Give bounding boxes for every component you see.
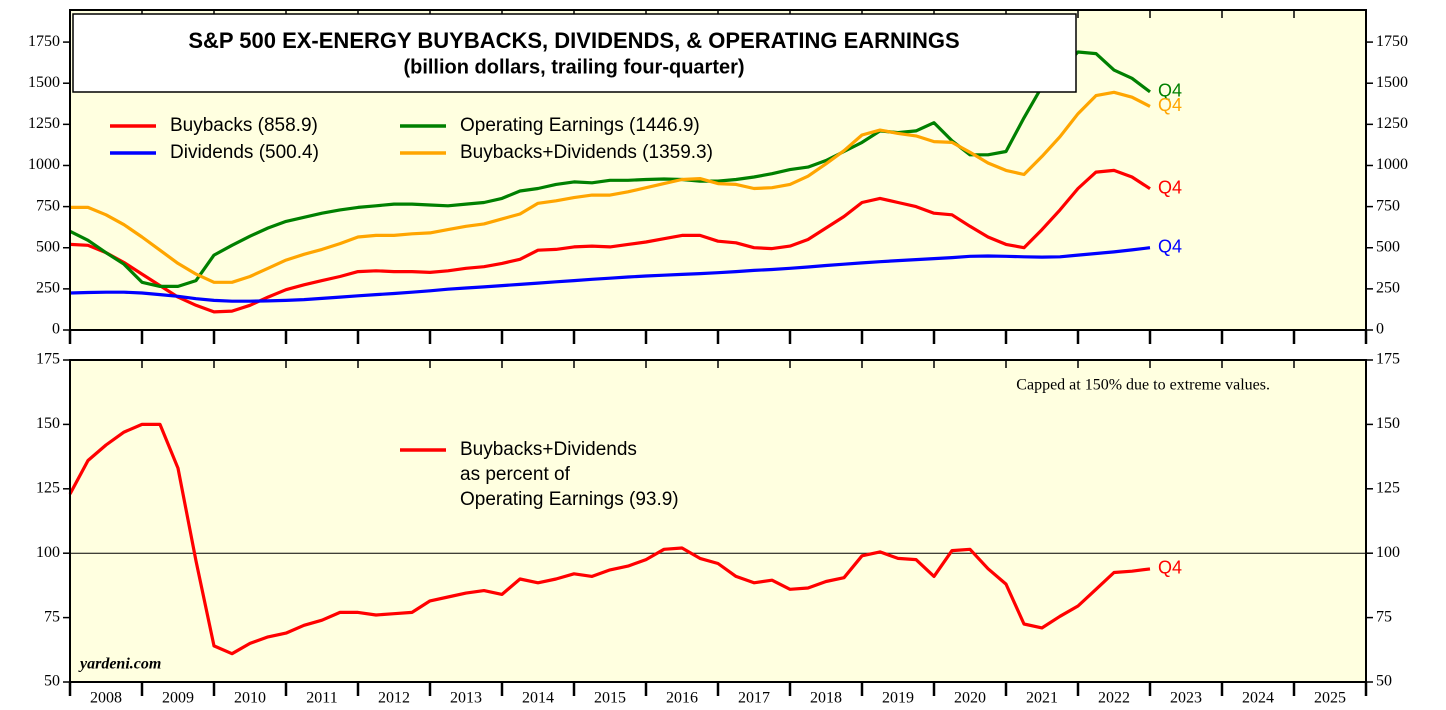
title-box <box>72 13 1077 93</box>
y-tick-label: 100 <box>36 544 60 561</box>
y-tick-label-right: 75 <box>1376 608 1392 625</box>
x-tick-label: 2009 <box>162 690 194 707</box>
y-tick-label: 125 <box>36 479 60 496</box>
annotation: Capped at 150% due to extreme values. <box>1016 377 1270 394</box>
series-line <box>69 168 1151 314</box>
y-tick-label-right: 0 <box>1376 321 1384 338</box>
y-tick-label-right: 750 <box>1376 197 1400 214</box>
chart-title: S&P 500 EX-ENERGY BUYBACKS, DIVIDENDS, &… <box>188 28 959 53</box>
x-tick-label: 2013 <box>450 690 482 707</box>
legend-label: as percent of <box>460 464 571 485</box>
end-label: Q4 <box>1158 81 1182 101</box>
end-label: Q4 <box>1158 558 1182 578</box>
y-tick-label: 0 <box>52 321 60 338</box>
y-tick-label: 1250 <box>28 115 60 132</box>
x-tick-label: 2016 <box>666 690 698 707</box>
x-tick-label: 2023 <box>1170 690 1202 707</box>
series-line <box>68 422 1151 656</box>
series-line <box>70 90 1151 284</box>
x-tick-label: 2022 <box>1098 690 1130 707</box>
legend-label: Buybacks+Dividends <box>460 439 637 460</box>
legend-label: Operating Earnings (1446.9) <box>460 115 700 136</box>
x-tick-label: 2024 <box>1242 690 1274 707</box>
series-line <box>69 246 1151 303</box>
y-tick-label: 500 <box>36 238 60 255</box>
y-tick-label-right: 50 <box>1376 673 1392 690</box>
legend-label: Dividends (500.4) <box>170 142 319 163</box>
y-tick-label: 1500 <box>28 74 60 91</box>
series-line <box>69 50 1151 288</box>
x-tick-label: 2008 <box>90 690 122 707</box>
y-tick-label: 150 <box>36 415 60 432</box>
y-tick-label-right: 125 <box>1376 479 1400 496</box>
end-label: Q4 <box>1158 177 1182 197</box>
x-tick-label: 2014 <box>522 690 554 707</box>
y-tick-label: 75 <box>44 608 60 625</box>
x-tick-label: 2017 <box>738 690 770 707</box>
plot-frame <box>69 359 1367 683</box>
legend-label: Buybacks (858.9) <box>170 115 318 136</box>
y-tick-label-right: 175 <box>1376 351 1400 368</box>
y-tick-label-right: 500 <box>1376 238 1400 255</box>
y-tick-label: 750 <box>36 197 60 214</box>
x-tick-label: 2018 <box>810 690 842 707</box>
x-tick-label: 2010 <box>234 690 266 707</box>
y-tick-label-right: 100 <box>1376 544 1400 561</box>
y-tick-label: 50 <box>44 673 60 690</box>
y-tick-label-right: 150 <box>1376 415 1400 432</box>
y-tick-label: 250 <box>36 280 60 297</box>
chart-subtitle: (billion dollars, trailing four-quarter) <box>403 56 744 78</box>
y-tick-label: 175 <box>36 351 60 368</box>
plot-frame <box>69 9 1367 331</box>
source: yardeni.com <box>78 656 161 673</box>
y-tick-label-right: 1250 <box>1376 115 1408 132</box>
x-tick-label: 2020 <box>954 690 986 707</box>
legend-label: Buybacks+Dividends (1359.3) <box>460 142 713 163</box>
y-tick-label-right: 250 <box>1376 280 1400 297</box>
y-tick-label: 1000 <box>28 156 60 173</box>
legend-label: Operating Earnings (93.9) <box>460 489 679 510</box>
end-label: Q4 <box>1158 95 1182 115</box>
x-tick-label: 2011 <box>306 690 337 707</box>
x-tick-label: 2021 <box>1026 690 1058 707</box>
y-tick-label-right: 1750 <box>1376 33 1408 50</box>
y-tick-label: 1750 <box>28 33 60 50</box>
y-tick-label-right: 1000 <box>1376 156 1408 173</box>
x-tick-label: 2015 <box>594 690 626 707</box>
plot-area <box>70 360 1366 682</box>
x-tick-label: 2012 <box>378 690 410 707</box>
x-tick-label: 2019 <box>882 690 914 707</box>
end-label: Q4 <box>1158 236 1182 256</box>
y-tick-label-right: 1500 <box>1376 74 1408 91</box>
x-tick-label: 2025 <box>1314 690 1346 707</box>
